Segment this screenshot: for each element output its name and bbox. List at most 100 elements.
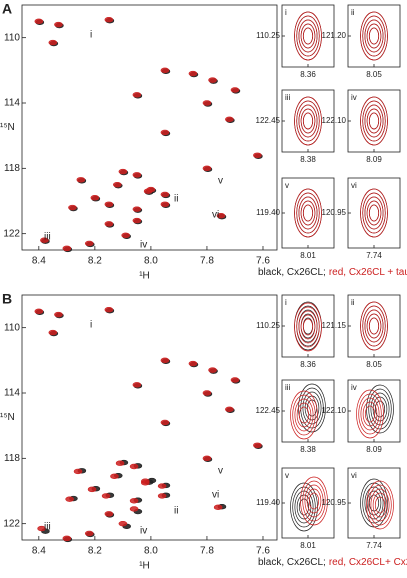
peak (160, 419, 170, 426)
inset-contour (366, 108, 382, 134)
peak (160, 357, 170, 364)
peak (202, 100, 212, 106)
inset-contour (360, 188, 388, 238)
peak (157, 493, 167, 499)
peak (230, 377, 240, 383)
inset-contour (370, 488, 390, 522)
peak (160, 191, 170, 198)
inset-contour (366, 313, 382, 339)
panel-label: A (2, 1, 12, 17)
inset-label: iv (351, 383, 357, 392)
peak (216, 213, 226, 219)
peak (84, 240, 94, 247)
inset-contour (296, 305, 320, 347)
inset-contour (294, 11, 322, 61)
inset-contour (294, 398, 314, 432)
y-tick-label: 118 (4, 453, 20, 464)
peak (104, 307, 114, 313)
x-tick-label: 8.2 (88, 256, 102, 267)
x-tick-label: 8.0 (144, 256, 158, 267)
inset-contour (300, 23, 316, 49)
inset-contour (300, 200, 316, 226)
inset-label: ii (351, 8, 355, 17)
inset-label: vi (351, 181, 357, 190)
inset-frame (347, 294, 401, 358)
inset-label: i (285, 298, 287, 307)
y-axis-label: ¹⁵N (0, 412, 15, 423)
inset-y-tick-label: 119.40 (256, 498, 280, 507)
peak (213, 504, 223, 511)
inset-contour (296, 15, 320, 57)
inset-contour (302, 204, 314, 222)
peak (230, 87, 240, 93)
inset-label: v (285, 181, 289, 190)
inset-contour (304, 484, 324, 518)
inset-contour (294, 188, 322, 238)
peak (34, 18, 44, 25)
peak (65, 496, 74, 502)
inset-y-tick-label: 122.10 (322, 116, 347, 125)
inset-contour (364, 309, 384, 343)
inset-contour (302, 317, 314, 335)
peak (118, 168, 128, 175)
inset-contour (364, 486, 384, 520)
inset-contour (302, 112, 314, 130)
peak (110, 473, 119, 479)
peak (68, 204, 77, 211)
y-tick-label: 122 (3, 228, 20, 239)
inset-y-tick-label: 122.45 (256, 406, 281, 415)
inset-y-tick-label: 120.95 (322, 208, 347, 217)
inset-y-tick-label: 110.25 (256, 321, 280, 330)
peak (87, 486, 97, 493)
peak-annotation: vi (212, 210, 219, 221)
x-tick-label: 7.8 (200, 546, 214, 557)
peak (37, 525, 46, 532)
inset-contour (296, 402, 312, 428)
inset-contour (372, 492, 388, 518)
peak (143, 188, 153, 194)
inset-x-tick-label: 8.05 (366, 70, 382, 79)
peak (132, 92, 142, 98)
inset-contour (366, 490, 382, 516)
peak (188, 70, 198, 77)
inset-label: v (285, 471, 289, 480)
x-tick-label: 8.2 (88, 546, 102, 557)
y-tick-label: 110 (4, 322, 20, 333)
inset-contour (302, 391, 322, 425)
inset-contour (362, 401, 378, 427)
inset-label: vi (351, 471, 357, 480)
peak (253, 442, 262, 448)
inset-contour (374, 400, 386, 418)
peak (208, 367, 217, 373)
legend-entry: red, Cx26CL+ Cx26CT (329, 557, 407, 568)
inset-contour (362, 305, 386, 347)
inset-label: i (285, 8, 287, 17)
inset-label: ii (351, 298, 355, 307)
inset-contour (302, 480, 326, 522)
peak (253, 152, 262, 158)
inset-contour (370, 392, 390, 426)
peak (101, 493, 111, 499)
y-tick-label: 114 (4, 98, 20, 109)
peak (76, 177, 86, 183)
peak (104, 221, 114, 227)
peak (54, 311, 63, 318)
inset-x-tick-label: 8.01 (300, 541, 316, 550)
inset-x-tick-label: 8.38 (300, 155, 316, 164)
inset-contour (368, 317, 380, 335)
peak (132, 206, 142, 212)
legend: black, Cx26CL;red, Cx26CL+ Cx26CT (258, 557, 407, 568)
peak-annotation: ii (174, 194, 178, 205)
y-tick-label: 122 (3, 518, 20, 529)
peak (225, 406, 234, 413)
inset-contour (300, 314, 316, 340)
peak (54, 21, 63, 28)
peak (48, 39, 58, 46)
peak-annotation: v (218, 466, 223, 477)
inset-contour (292, 394, 316, 436)
inset-y-tick-label: 119.40 (256, 208, 280, 217)
x-tick-label: 7.6 (256, 546, 270, 557)
x-tick-label: 8.4 (32, 256, 46, 267)
inset-contour (298, 498, 310, 516)
